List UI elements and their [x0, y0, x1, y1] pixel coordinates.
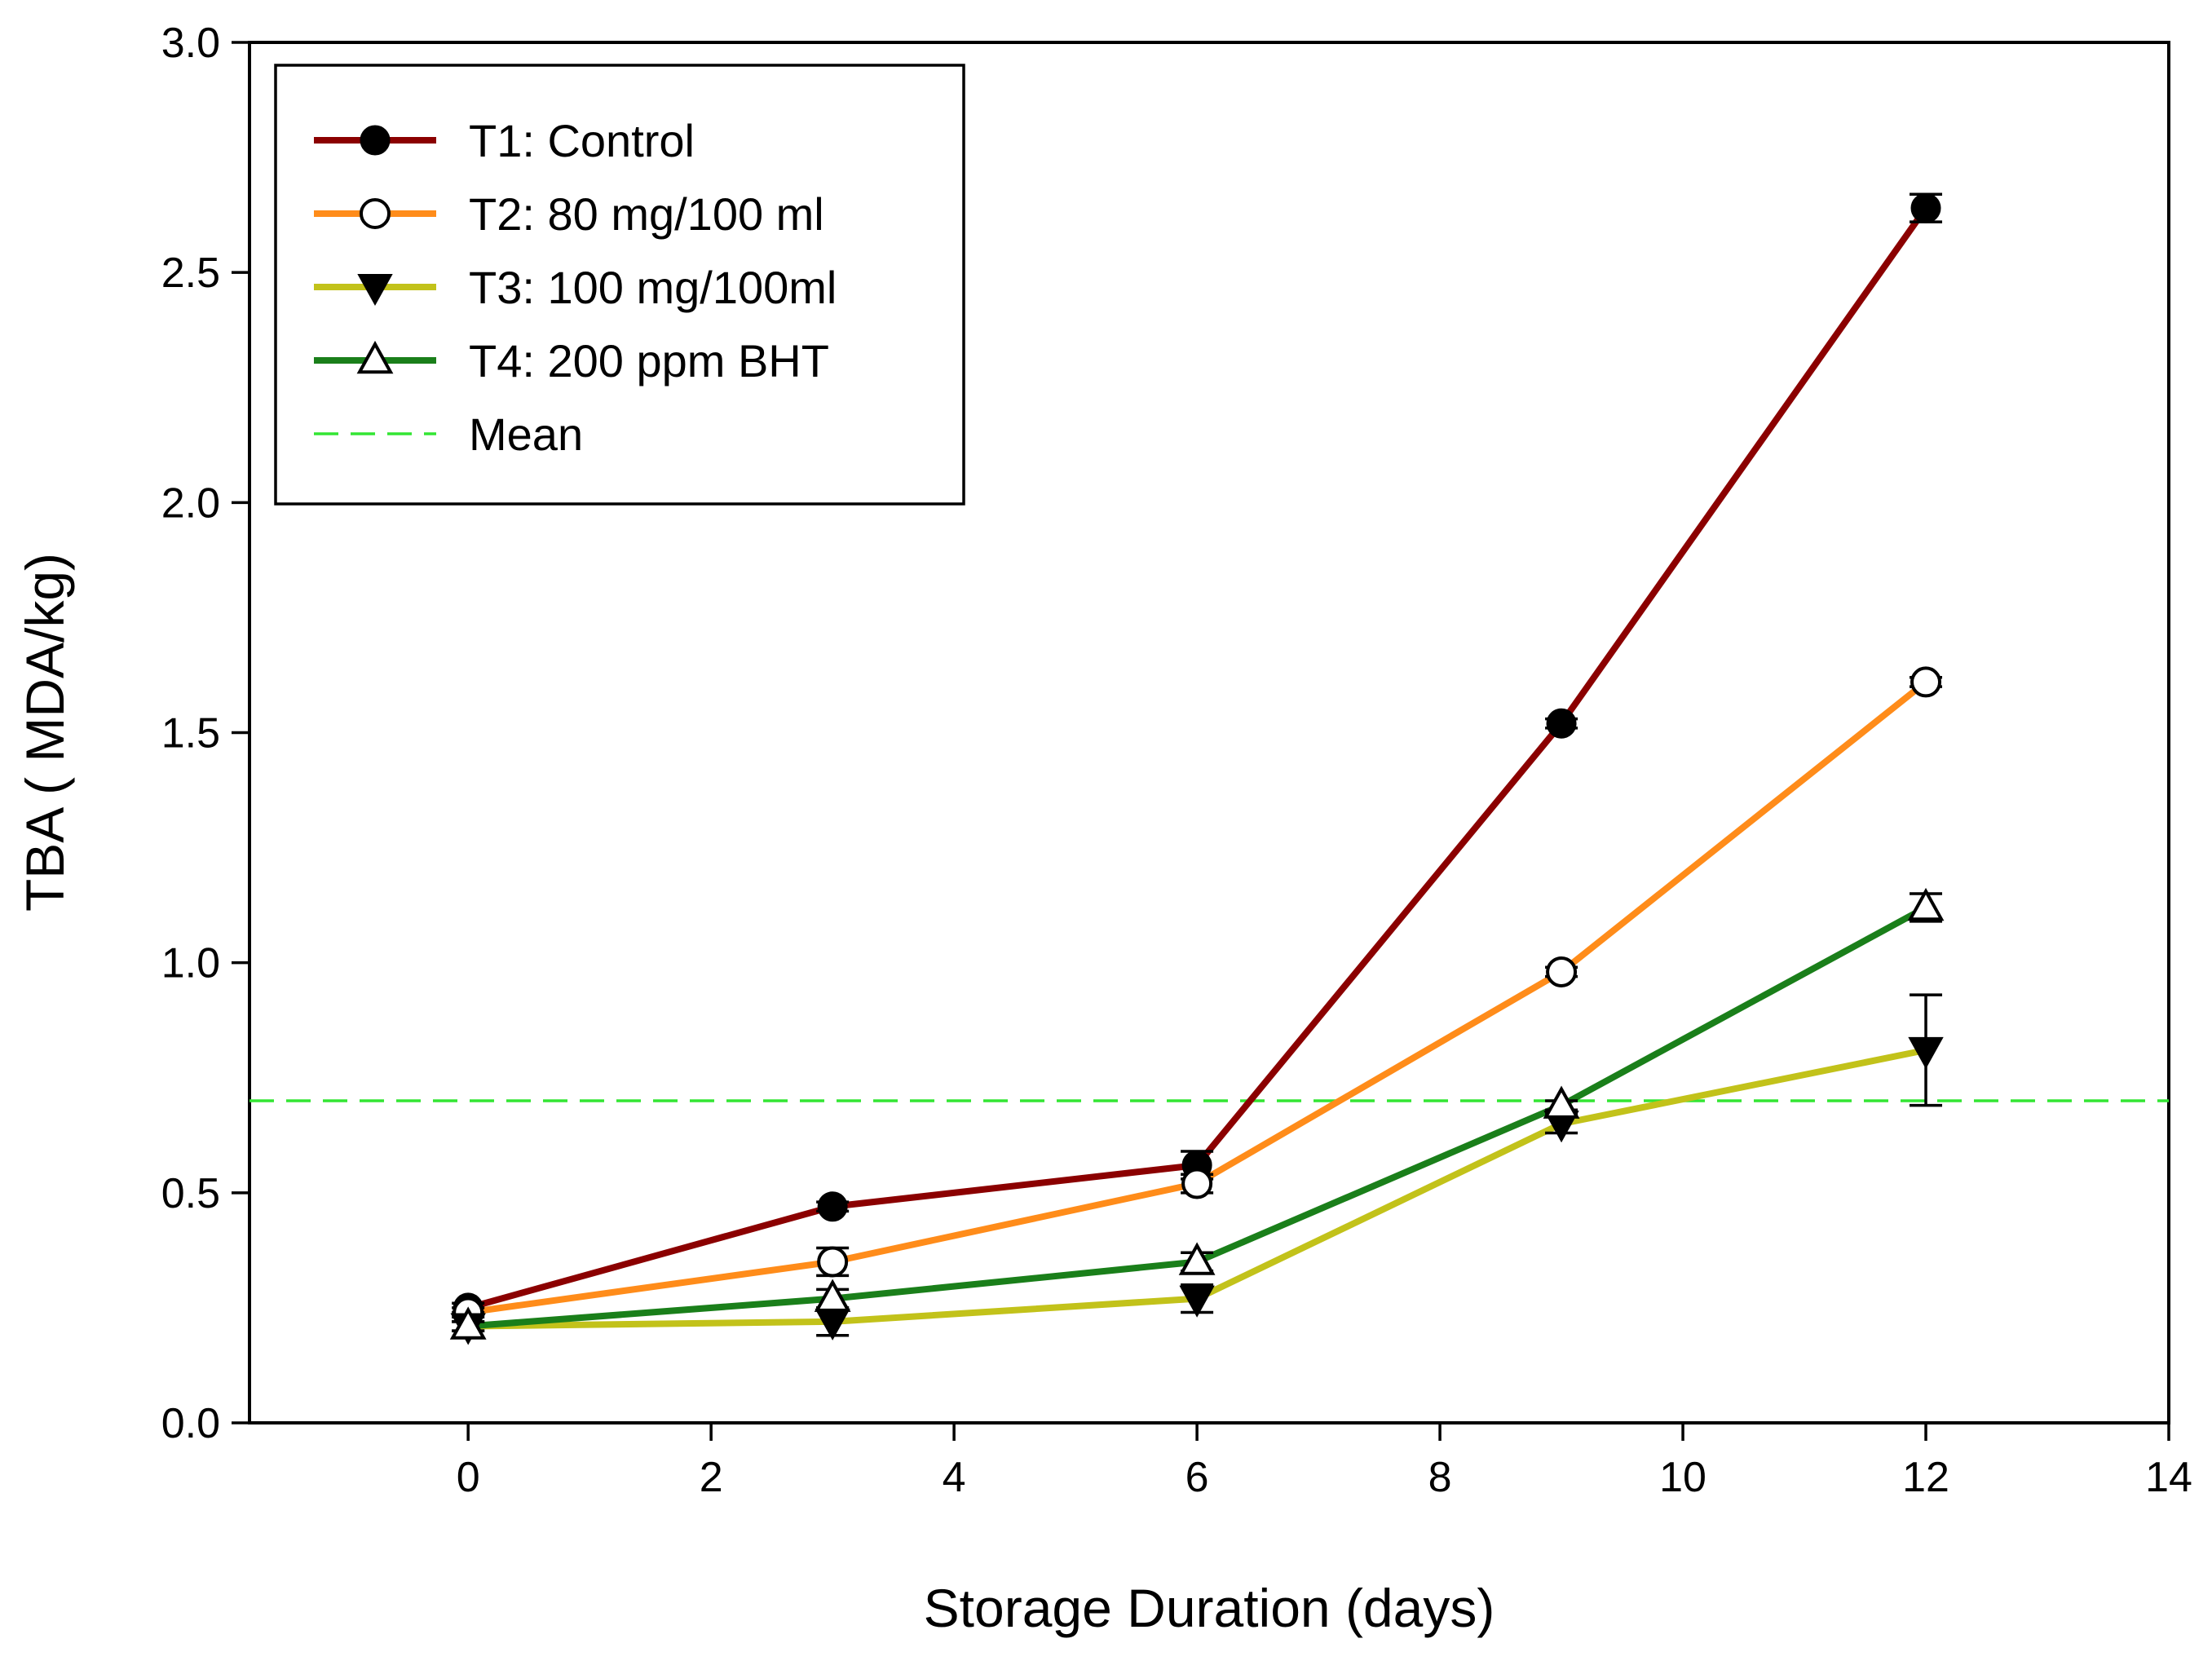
y-tick-label: 1.0 [161, 940, 220, 987]
legend-marker-t2 [360, 198, 391, 229]
data-point-t4 [1178, 1242, 1216, 1275]
data-point-t1 [817, 1191, 848, 1222]
legend-label-t2: T2: 80 mg/100 ml [469, 188, 824, 240]
y-tick-label: 3.0 [161, 20, 220, 67]
y-tick-label: 0.5 [161, 1170, 220, 1217]
y-axis-title: TBA ( MDA/kg) [15, 553, 75, 912]
legend-label-t3: T3: 100 mg/100ml [469, 262, 837, 313]
data-point-t2 [1546, 956, 1578, 987]
x-tick-label: 6 [1185, 1454, 1209, 1501]
data-point-t3 [1908, 1036, 1944, 1069]
data-point-t4 [1907, 887, 1945, 921]
legend-marker-t4 [356, 340, 394, 374]
legend-label-t1: T1: Control [469, 115, 695, 166]
legend-label-mean: Mean [469, 409, 583, 460]
data-point-t2 [1910, 666, 1942, 698]
y-tick-label: 2.0 [161, 479, 220, 527]
x-tick-label: 4 [943, 1454, 966, 1501]
y-tick-label: 1.5 [161, 710, 220, 757]
x-tick-label: 14 [2145, 1454, 2192, 1501]
data-point-t2 [817, 1246, 849, 1278]
data-markers [449, 192, 1945, 1345]
data-point-t1 [1546, 708, 1577, 739]
x-tick-label: 10 [1659, 1454, 1706, 1501]
data-point-t2 [1181, 1168, 1213, 1199]
data-point-t1 [1910, 192, 1941, 223]
legend-marker-t1 [360, 125, 391, 156]
x-tick-label: 8 [1428, 1454, 1452, 1501]
x-axis-title: Storage Duration (days) [924, 1578, 1495, 1638]
x-tick-label: 0 [457, 1454, 480, 1501]
y-tick-label: 0.0 [161, 1400, 220, 1447]
legend-label-t4: T4: 200 ppm BHT [469, 335, 829, 386]
data-point-t3 [1179, 1285, 1215, 1318]
y-tick-label: 2.5 [161, 250, 220, 297]
x-tick-label: 12 [1902, 1454, 1949, 1501]
data-point-t4 [814, 1279, 851, 1312]
legend: T1: Control T2: 80 mg/100 ml T3: 100 mg/10… [274, 64, 965, 506]
x-tick-label: 2 [700, 1454, 723, 1501]
series-line-t2 [467, 679, 1928, 1316]
data-point-t4 [449, 1306, 487, 1340]
legend-marker-t3 [357, 274, 393, 307]
data-point-t4 [1543, 1085, 1580, 1119]
